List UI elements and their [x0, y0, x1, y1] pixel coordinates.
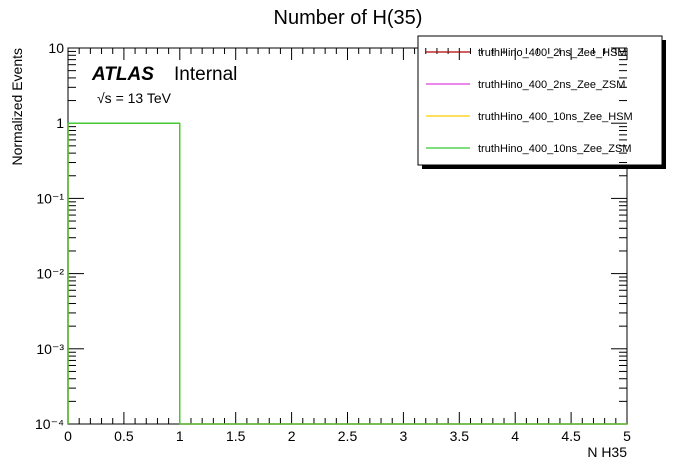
energy-label: √s = 13 TeV [97, 90, 172, 106]
experiment-label: ATLAS [91, 64, 154, 85]
legend-label: truthHino_400_10ns_Zee_ZSM [478, 143, 631, 155]
x-tick-label: 0.5 [114, 428, 134, 444]
x-tick-label: 3 [400, 428, 408, 444]
y-tick-label: 1 [56, 115, 64, 131]
x-tick-label: 1.5 [226, 428, 246, 444]
y-axis-label: Normalized Events [9, 48, 25, 166]
x-tick-label: 0 [64, 428, 72, 444]
x-tick-label: 1 [176, 428, 184, 444]
legend-label: truthHino_400_2ns_Zee_HSM [478, 47, 627, 59]
x-tick-label: 4.5 [561, 428, 581, 444]
y-tick-label: 10⁻⁴ [35, 416, 64, 432]
y-tick-label: 10 [48, 40, 64, 56]
chart-title: Number of H(35) [274, 7, 423, 29]
legend-label: truthHino_400_2ns_Zee_ZSM [478, 79, 625, 91]
x-tick-label: 3.5 [450, 428, 470, 444]
x-tick-label: 2.5 [338, 428, 358, 444]
y-tick-label: 10⁻² [36, 266, 64, 282]
x-axis-label: N H35 [587, 444, 627, 460]
x-tick-label: 2 [288, 428, 296, 444]
y-tick-label: 10⁻¹ [36, 190, 64, 206]
y-tick-label: 10⁻³ [36, 341, 64, 357]
x-tick-label: 4 [511, 428, 519, 444]
legend-label: truthHino_400_10ns_Zee_HSM [478, 111, 633, 123]
x-tick-label: 5 [623, 428, 631, 444]
status-label: Internal [174, 64, 237, 85]
